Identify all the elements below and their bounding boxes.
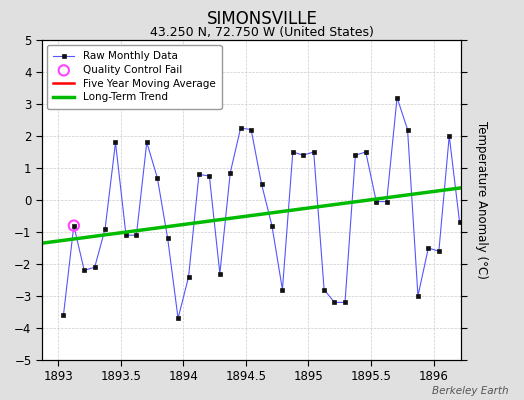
Raw Monthly Data: [456, 220, 463, 225]
Raw Monthly Data: [123, 233, 129, 238]
Raw Monthly Data: [185, 274, 192, 279]
Raw Monthly Data: [71, 223, 77, 228]
Raw Monthly Data: [415, 294, 421, 298]
Raw Monthly Data: [300, 153, 307, 158]
Raw Monthly Data: [217, 271, 223, 276]
Raw Monthly Data: [81, 268, 88, 273]
Raw Monthly Data: [206, 174, 213, 178]
Y-axis label: Temperature Anomaly (°C): Temperature Anomaly (°C): [475, 121, 488, 279]
Raw Monthly Data: [446, 134, 452, 138]
Raw Monthly Data: [92, 265, 98, 270]
Raw Monthly Data: [237, 126, 244, 130]
Raw Monthly Data: [394, 95, 400, 100]
Raw Monthly Data: [384, 199, 390, 204]
Raw Monthly Data: [405, 127, 411, 132]
Text: Berkeley Earth: Berkeley Earth: [432, 386, 508, 396]
Raw Monthly Data: [154, 175, 160, 180]
Raw Monthly Data: [196, 172, 202, 177]
Text: 43.250 N, 72.750 W (United States): 43.250 N, 72.750 W (United States): [150, 26, 374, 39]
Raw Monthly Data: [248, 127, 254, 132]
Raw Monthly Data: [144, 140, 150, 145]
Legend: Raw Monthly Data, Quality Control Fail, Five Year Moving Average, Long-Term Tren: Raw Monthly Data, Quality Control Fail, …: [47, 45, 222, 109]
Quality Control Fail: [70, 222, 78, 229]
Raw Monthly Data: [165, 236, 171, 241]
Raw Monthly Data: [311, 150, 317, 154]
Raw Monthly Data: [102, 226, 108, 231]
Raw Monthly Data: [352, 153, 358, 158]
Raw Monthly Data: [290, 150, 296, 154]
Raw Monthly Data: [227, 170, 233, 175]
Raw Monthly Data: [331, 300, 337, 305]
Text: SIMONSVILLE: SIMONSVILLE: [206, 10, 318, 28]
Line: Raw Monthly Data: Raw Monthly Data: [61, 96, 462, 320]
Raw Monthly Data: [60, 313, 67, 318]
Raw Monthly Data: [279, 287, 286, 292]
Raw Monthly Data: [133, 233, 139, 238]
Raw Monthly Data: [112, 140, 118, 145]
Raw Monthly Data: [175, 316, 181, 321]
Raw Monthly Data: [269, 223, 275, 228]
Raw Monthly Data: [321, 287, 328, 292]
Raw Monthly Data: [342, 300, 348, 305]
Raw Monthly Data: [373, 199, 379, 204]
Raw Monthly Data: [425, 246, 431, 250]
Raw Monthly Data: [363, 150, 369, 154]
Raw Monthly Data: [435, 249, 442, 254]
Raw Monthly Data: [258, 182, 265, 186]
